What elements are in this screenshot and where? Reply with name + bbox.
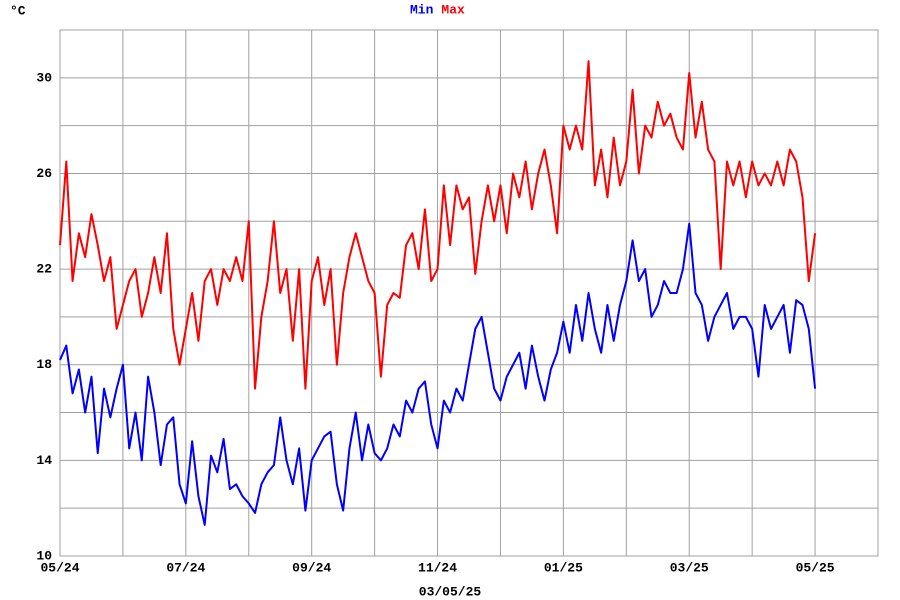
x-tick-label: 05/25: [796, 560, 835, 575]
legend-entry: Min: [410, 2, 434, 17]
legend-entry: Max: [441, 2, 465, 17]
y-tick-label: 18: [36, 357, 52, 372]
y-tick-label: 30: [36, 70, 52, 85]
x-tick-label: 07/24: [166, 560, 205, 575]
x-tick-label: 09/24: [292, 560, 331, 575]
footer-date: 03/05/25: [419, 584, 482, 599]
y-axis-label: °C: [10, 3, 26, 18]
plot-border: [59, 29, 879, 557]
y-tick-label: 22: [36, 262, 52, 277]
x-tick-label: 05/24: [40, 560, 79, 575]
y-tick-label: 10: [36, 548, 52, 563]
data-line: [59, 222, 817, 526]
data-line: [59, 60, 817, 390]
x-tick-label: 03/25: [670, 560, 709, 575]
y-tick-label: 14: [36, 453, 52, 468]
y-tick-label: 26: [36, 166, 52, 181]
x-tick-label: 01/25: [544, 560, 583, 575]
x-tick-label: 11/24: [418, 560, 457, 575]
